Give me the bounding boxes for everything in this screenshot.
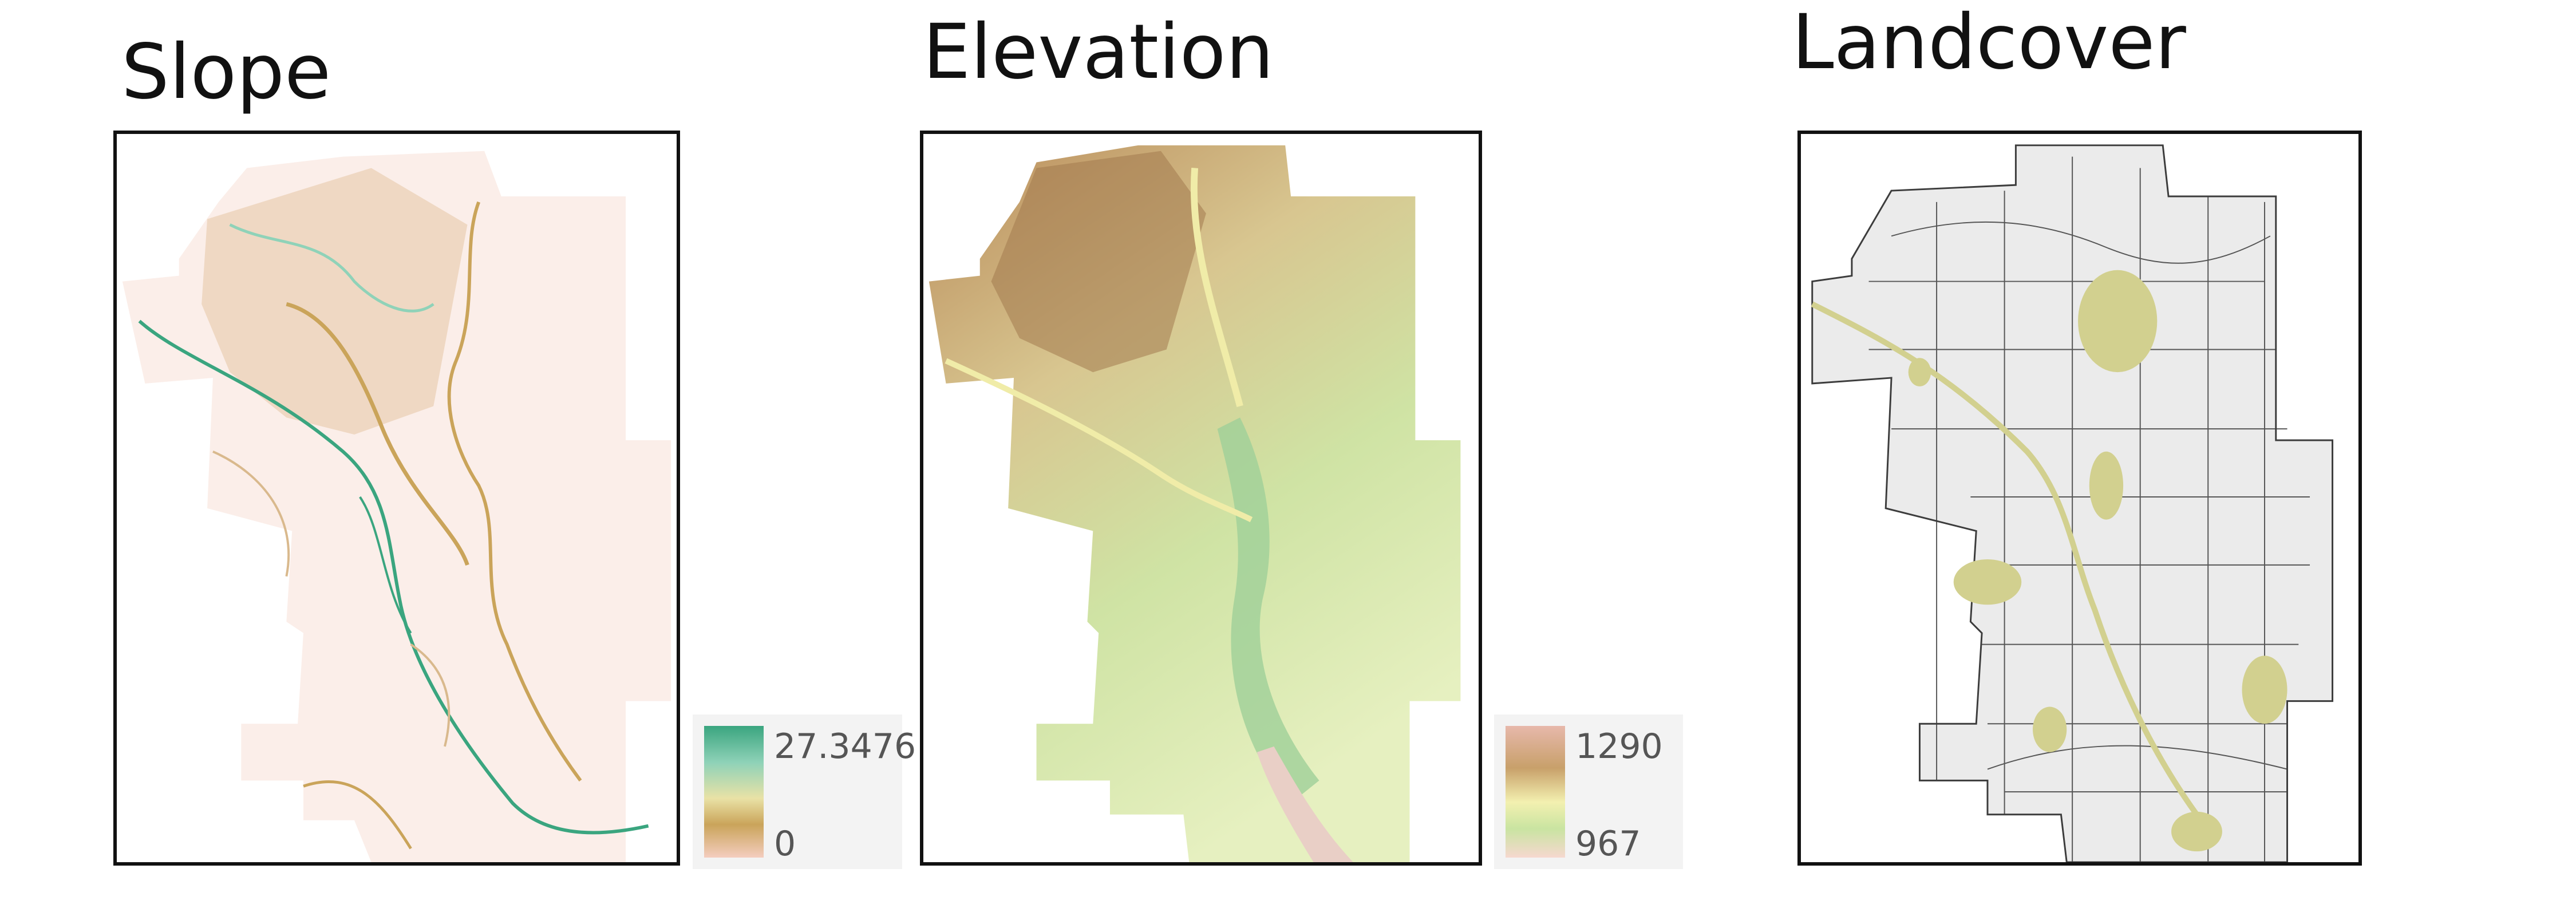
landcover-title: Landcover bbox=[1792, 0, 2186, 86]
elevation-legend-ramp bbox=[1506, 726, 1565, 858]
landcover-map bbox=[1811, 144, 2334, 862]
slope-legend: 27.3476 0 bbox=[693, 714, 916, 869]
elevation-map bbox=[929, 145, 1461, 862]
slope-legend-min: 0 bbox=[774, 824, 796, 864]
slope-legend-max: 27.3476 bbox=[774, 726, 916, 767]
landcover-river bbox=[1811, 301, 2199, 816]
slope-legend-ramp bbox=[704, 726, 764, 858]
elevation-map-frame[interactable] bbox=[920, 131, 1482, 866]
elevation-high-ground bbox=[991, 151, 1206, 373]
elevation-legend-max: 1290 bbox=[1575, 726, 1663, 767]
elevation-legend-min: 967 bbox=[1575, 824, 1641, 864]
landcover-map-frame[interactable] bbox=[1797, 131, 2362, 866]
landcover-vegetation bbox=[1908, 270, 2287, 852]
elevation-title: Elevation bbox=[923, 8, 1274, 96]
elevation-legend: 1290 967 bbox=[1494, 714, 1683, 869]
slope-dense-terrain bbox=[202, 168, 468, 435]
slope-map bbox=[122, 151, 671, 862]
slope-map-frame[interactable] bbox=[113, 131, 680, 866]
landcover-parcels bbox=[1868, 156, 2310, 862]
slope-title: Slope bbox=[121, 28, 331, 116]
elevation-low-channel bbox=[1257, 746, 1353, 862]
slope-river-steep bbox=[138, 319, 649, 835]
